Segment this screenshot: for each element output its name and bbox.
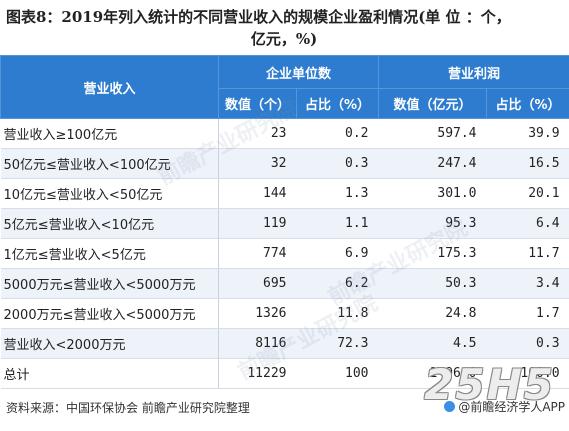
table-row: 50亿元≤营业收入<100亿元 32 0.3 247.4 16.5 (0, 148, 569, 179)
cell-count: 32 (218, 148, 297, 179)
cell-count: 119 (218, 208, 297, 239)
cell-count: 1326 (218, 298, 297, 329)
cell-profit-share: 20.1 (486, 178, 569, 209)
row-label: 营业收入≥100亿元 (0, 118, 219, 149)
cell-count: 8116 (218, 328, 297, 359)
row-label: 10亿元≤营业收入<50亿元 (0, 178, 219, 209)
title-line-1: 图表8：2019年列入统计的不同营业收入的规模企业盈利情况(单 位 ：个， (6, 8, 511, 26)
header-row-groups: 营业收入 企业单位数 营业利润 (0, 55, 569, 119)
table-row: 营业收入<2000万元 8116 72.3 4.5 0.3 (0, 328, 569, 359)
cell-count-share: 6.2 (296, 268, 379, 299)
cell-profit: 24.8 (378, 298, 487, 329)
cell-profit: 175.3 (378, 238, 487, 269)
cell-profit-share: 100.0 (486, 358, 569, 389)
row-label: 5亿元≤营业收入<10亿元 (0, 208, 219, 239)
data-table: 营业收入 企业单位数 营业利润 数值（个） 占比（%） 数值（亿元） 占比（%）… (0, 55, 569, 389)
cell-count: 23 (218, 118, 297, 149)
cell-count-share: 100 (296, 358, 379, 389)
header-group-enterprises: 企业单位数 (217, 55, 380, 89)
cell-count-share: 6.9 (296, 238, 379, 269)
source-note: 资料来源：中国环保协会 前瞻产业研究院整理 (6, 401, 250, 415)
header-group-profit: 营业利润 (378, 55, 569, 89)
cell-profit-share: 3.4 (486, 268, 569, 299)
table-row: 1亿元≤营业收入<5亿元 774 6.9 175.3 11.7 (0, 238, 569, 269)
bulb-icon (444, 401, 456, 412)
cell-count-share: 1.1 (296, 208, 379, 239)
cell-profit: 597.4 (378, 118, 487, 149)
cell-count-share: 0.3 (296, 148, 379, 179)
cell-count: 695 (218, 268, 297, 299)
cell-count-share: 0.2 (296, 118, 379, 149)
cell-profit: 1496.0 (378, 358, 487, 389)
row-label: 1亿元≤营业收入<5亿元 (0, 238, 219, 269)
header-sub-profit: 数值（亿元） (378, 88, 488, 119)
cell-profit-share: 39.9 (486, 118, 569, 149)
cell-profit: 4.5 (378, 328, 487, 359)
watermark-logo: 25H5 (424, 360, 555, 409)
row-label: 总计 (0, 358, 219, 389)
title-line-2: 亿元，%) (250, 30, 318, 48)
cell-count: 144 (218, 178, 297, 209)
page-title: 图表8：2019年列入统计的不同营业收入的规模企业盈利情况(单 位 ：个， 亿元… (6, 6, 562, 50)
table-body: 营业收入≥100亿元 23 0.2 597.4 39.9 50亿元≤营业收入<1… (0, 118, 569, 389)
cell-profit: 247.4 (378, 148, 487, 179)
header-sub-count: 数值（个） (218, 88, 297, 119)
table-row: 营业收入≥100亿元 23 0.2 597.4 39.9 (0, 118, 569, 149)
cell-profit-share: 11.7 (486, 238, 569, 269)
header-row-sub: 数值（个） 占比（%） 数值（亿元） 占比（%） (1, 88, 569, 119)
cell-profit-share: 1.7 (486, 298, 569, 329)
cell-count-share: 1.3 (296, 178, 379, 209)
cell-count-share: 11.8 (296, 298, 379, 329)
cell-count-share: 72.3 (296, 328, 379, 359)
cell-profit: 50.3 (378, 268, 487, 299)
table-row: 5000万元≤营业收入<5000万元 695 6.2 50.3 3.4 (0, 268, 569, 299)
row-label: 2000万元≤营业收入<5000万元 (0, 298, 219, 329)
row-label: 50亿元≤营业收入<100亿元 (0, 148, 219, 179)
header-sub-profit-share: 占比（%） (486, 88, 569, 119)
cell-count: 774 (218, 238, 297, 269)
table-row-total: 总计 11229 100 1496.0 100.0 (0, 358, 569, 389)
cell-profit-share: 0.3 (486, 328, 569, 359)
brand-text: @前瞻经济学人APP (458, 400, 565, 414)
cell-count: 11229 (218, 358, 297, 389)
cell-profit-share: 6.4 (486, 208, 569, 239)
cell-profit-share: 16.5 (486, 148, 569, 179)
cell-profit: 301.0 (378, 178, 487, 209)
header-sub-count-share: 占比（%） (295, 88, 380, 119)
table-row: 10亿元≤营业收入<50亿元 144 1.3 301.0 20.1 (0, 178, 569, 209)
header-row-label: 营业收入 (0, 55, 219, 119)
cell-profit: 95.3 (378, 208, 487, 239)
row-label: 营业收入<2000万元 (0, 328, 219, 359)
row-label: 5000万元≤营业收入<5000万元 (0, 268, 219, 299)
brand-credit: @前瞻经济学人APP (444, 398, 565, 415)
table-row: 5亿元≤营业收入<10亿元 119 1.1 95.3 6.4 (0, 208, 569, 239)
table-row: 2000万元≤营业收入<5000万元 1326 11.8 24.8 1.7 (0, 298, 569, 329)
